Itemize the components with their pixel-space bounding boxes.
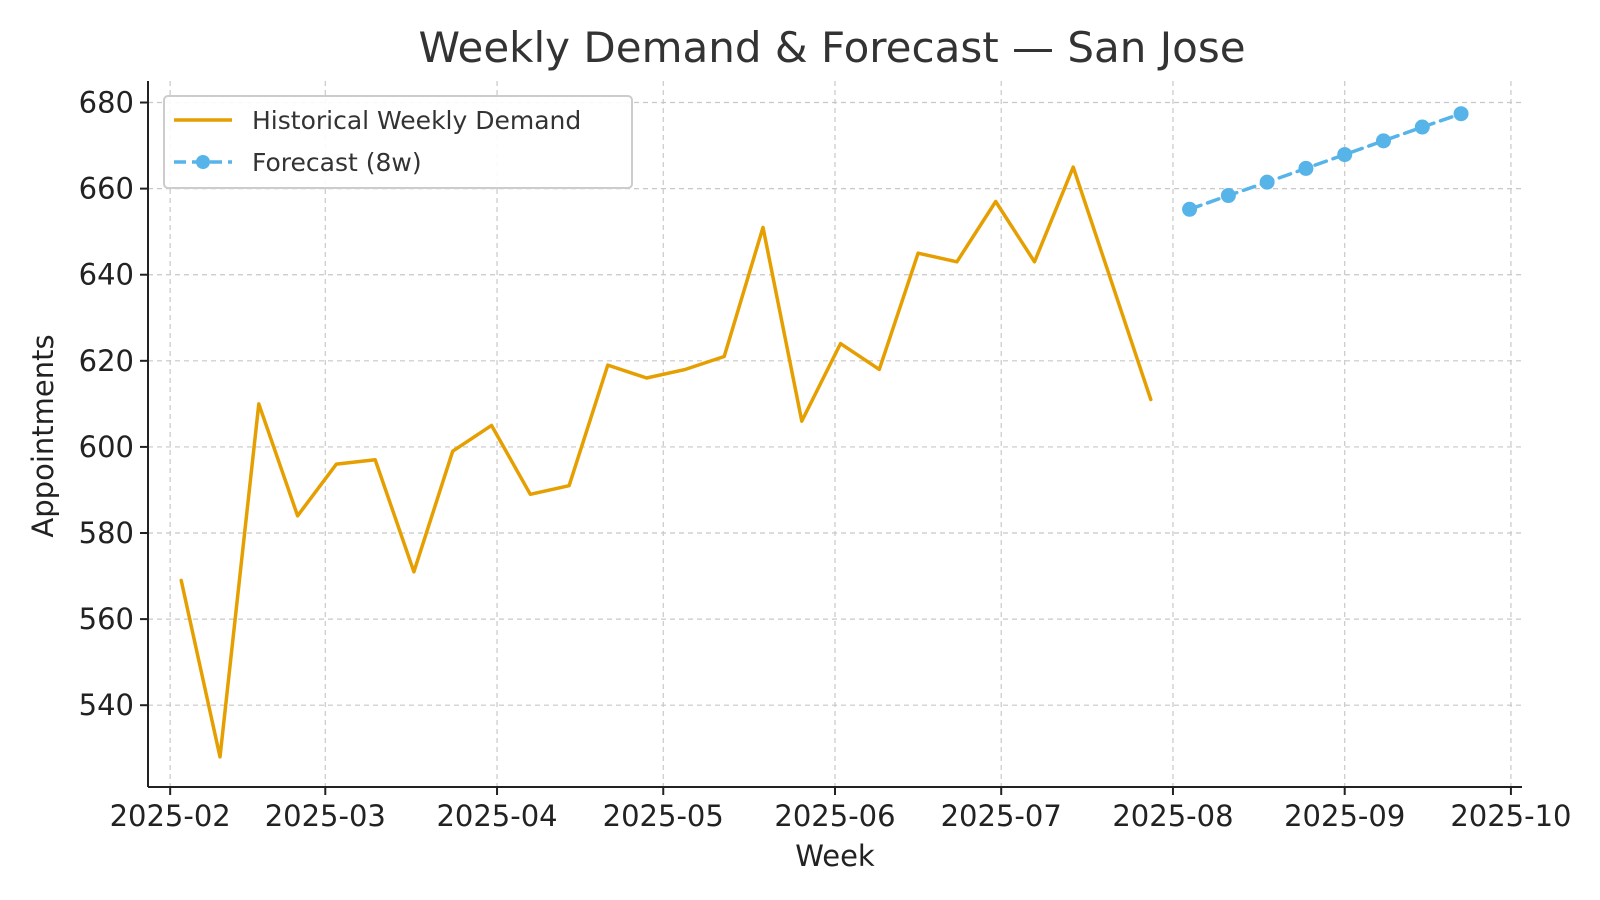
- forecast-point: [1182, 201, 1198, 217]
- y-axis-label: Appointments: [26, 334, 60, 537]
- y-tick-label: 620: [79, 344, 134, 378]
- historical-demand-line: [179, 165, 1153, 759]
- y-axis-ticks: 540 560 580 600 620 640 660 680: [79, 86, 148, 722]
- y-tick-label: 680: [79, 86, 134, 120]
- x-tick-label: 2025-02: [110, 799, 231, 833]
- x-tick-label: 2025-06: [774, 799, 895, 833]
- y-tick-label: 560: [79, 602, 134, 636]
- forecast-point: [1259, 174, 1275, 190]
- x-tick-label: 2025-10: [1450, 799, 1571, 833]
- forecast-point: [1220, 188, 1236, 204]
- x-tick-label: 2025-04: [436, 799, 557, 833]
- data-series: [179, 106, 1469, 759]
- y-tick-label: 580: [79, 516, 134, 550]
- legend-historical-label: Historical Weekly Demand: [252, 106, 581, 135]
- legend-forecast-marker: [196, 155, 210, 169]
- legend: Historical Weekly Demand Forecast (8w): [163, 95, 633, 189]
- y-tick-label: 640: [79, 258, 134, 292]
- x-tick-label: 2025-09: [1284, 799, 1405, 833]
- legend-forecast-label: Forecast (8w): [252, 148, 422, 177]
- forecast-point: [1298, 160, 1314, 176]
- y-tick-label: 540: [79, 688, 134, 722]
- forecast-point: [1375, 133, 1391, 149]
- x-axis-label: Week: [795, 839, 875, 873]
- forecast-point: [1414, 119, 1430, 135]
- x-tick-label: 2025-07: [941, 799, 1062, 833]
- y-tick-label: 660: [79, 172, 134, 206]
- x-tick-label: 2025-03: [265, 799, 386, 833]
- y-tick-label: 600: [79, 430, 134, 464]
- legend-box: [163, 95, 633, 189]
- x-tick-label: 2025-08: [1112, 799, 1233, 833]
- x-tick-label: 2025-05: [603, 799, 724, 833]
- chart-title: Weekly Demand & Forecast — San Jose: [418, 23, 1245, 72]
- x-axis-ticks: 2025-02 2025-03 2025-04 2025-05 2025-06 2025-…: [110, 787, 1572, 833]
- forecast-point: [1337, 147, 1353, 163]
- forecast-point: [1453, 106, 1469, 122]
- grid-lines: [148, 81, 1522, 787]
